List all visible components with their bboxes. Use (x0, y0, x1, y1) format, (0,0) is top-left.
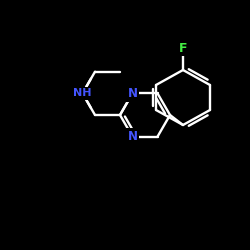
Text: NH: NH (73, 88, 92, 98)
Text: N: N (128, 130, 138, 143)
Text: N: N (128, 87, 138, 100)
Text: F: F (179, 42, 187, 54)
